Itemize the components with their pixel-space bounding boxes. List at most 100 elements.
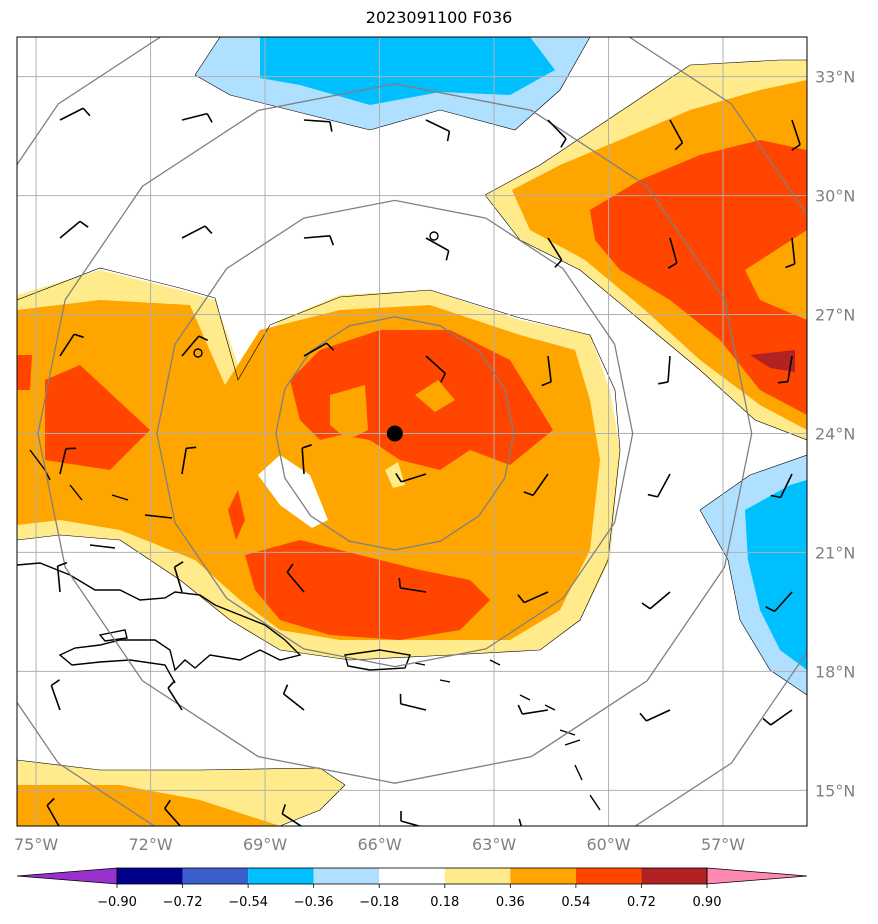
wind-barb [518, 818, 523, 826]
colorbar-label: 0.36 [496, 895, 525, 910]
contour-white-hole [258, 455, 328, 528]
wind-barb [46, 797, 60, 826]
wind-barb [547, 119, 567, 148]
map-panel [17, 37, 807, 826]
wind-barb [639, 825, 641, 826]
wind-barb [517, 704, 549, 715]
wind-barb [785, 237, 796, 269]
contour-orange-inner-ne [745, 230, 807, 320]
colorbar-frame [116, 867, 708, 885]
wind-barb [56, 561, 68, 593]
wind-barb [399, 693, 427, 711]
lat-tick-label: 27°N [815, 306, 855, 325]
wind-barb [762, 709, 793, 726]
colorbar-label: 0.90 [693, 895, 722, 910]
wind-barb [59, 333, 84, 357]
wind-barb [547, 237, 563, 268]
wind-barb [181, 112, 213, 123]
storm-center-marker [386, 425, 403, 442]
wind-barb [639, 709, 671, 722]
lat-tick-label: 15°N [815, 781, 855, 800]
coast-hispaniola-cuba [17, 562, 302, 684]
wind-barb [398, 577, 427, 593]
wind-barb [50, 679, 61, 711]
contour-red-mid-small [228, 490, 245, 540]
coast-small-island-north [193, 348, 203, 358]
wind-barb [425, 119, 451, 142]
lat-tick-label: 24°N [815, 424, 855, 443]
wind-barb [181, 225, 213, 239]
wind-barb [541, 355, 552, 387]
wind-barb [517, 591, 549, 604]
colorbar-segment [248, 868, 314, 884]
coast-puerto-rico [344, 649, 411, 671]
wind-barb [641, 591, 671, 610]
contour-fill-layer [17, 37, 807, 826]
colorbar-label: −0.36 [294, 895, 334, 910]
wind-barb [669, 119, 684, 151]
colorbar-segment [313, 868, 380, 884]
lat-tick-label: 33°N [815, 68, 855, 87]
range-ring [156, 199, 634, 668]
lon-tick-label: 66°W [357, 835, 401, 854]
coast-lesser-antilles [414, 659, 601, 811]
wind-barb [301, 444, 312, 475]
coast-small-island-bermuda [429, 231, 439, 241]
lon-tick-label: 63°W [472, 835, 516, 854]
colorbar-extend-low [16, 867, 118, 885]
colorbar-label: −0.90 [97, 895, 137, 910]
wind-barb [173, 561, 184, 593]
latitude-labels: 15°N 18°N 21°N 24°N 27°N 30°N 33°N [815, 68, 855, 801]
map-frame [16, 36, 808, 827]
contour-red-ne [590, 140, 807, 415]
wind-barb [181, 446, 197, 475]
contour-orange-core-notch [330, 385, 368, 440]
colorbar-label: 0.72 [627, 895, 656, 910]
wind-barb [286, 563, 305, 593]
lon-tick-label: 72°W [128, 835, 172, 854]
colorbar-extend-high [706, 867, 808, 885]
colorbar-segment [575, 868, 642, 884]
wind-barb [400, 811, 422, 826]
colorbar-label: 0.18 [430, 895, 459, 910]
range-ring [275, 316, 515, 551]
contour-red-west [45, 365, 150, 470]
contour-darkred-ne [750, 350, 795, 372]
contour-blue-se [745, 480, 807, 670]
wind-barb [658, 355, 671, 385]
contour-yellow-hole-rim [385, 462, 405, 488]
longitude-labels: 75°W 72°W 69°W 66°W 63°W 60°W 57°W [14, 835, 745, 854]
colorbar-segment [182, 868, 249, 884]
colorbar-label: 0.54 [561, 895, 590, 910]
lon-tick-label: 75°W [14, 835, 58, 854]
range-ring [37, 83, 753, 784]
colorbar-segment [641, 868, 707, 884]
lat-tick-label: 21°N [815, 543, 855, 562]
lon-tick-label: 69°W [243, 835, 287, 854]
wind-barb [425, 355, 447, 383]
contour-orange-core-notch2 [415, 380, 455, 412]
colorbar-segment [510, 868, 576, 884]
lat-lon-grid [17, 37, 807, 826]
lon-tick-label: 60°W [586, 835, 630, 854]
wind-barb [167, 680, 183, 711]
wind-barb [164, 799, 182, 826]
wind-barb [791, 119, 801, 151]
wind-barb [282, 684, 305, 711]
wind-barb [647, 473, 671, 498]
wind-barb [59, 220, 89, 239]
lat-tick-label: 30°N [815, 187, 855, 206]
map-title: 2023091100 F036 [365, 8, 513, 27]
colorbar-segment [117, 868, 183, 884]
contour-red-west-small [17, 355, 32, 390]
wind-barb [523, 473, 549, 497]
wind-barb [181, 335, 209, 357]
colorbar-segment [444, 868, 511, 884]
wind-barbs [46, 107, 801, 826]
colorbar-label: −0.72 [163, 895, 203, 910]
wind-barb [765, 591, 793, 613]
contour-red-south [245, 540, 490, 640]
colorbar-label: −0.18 [359, 895, 399, 910]
wind-barb [59, 447, 76, 475]
